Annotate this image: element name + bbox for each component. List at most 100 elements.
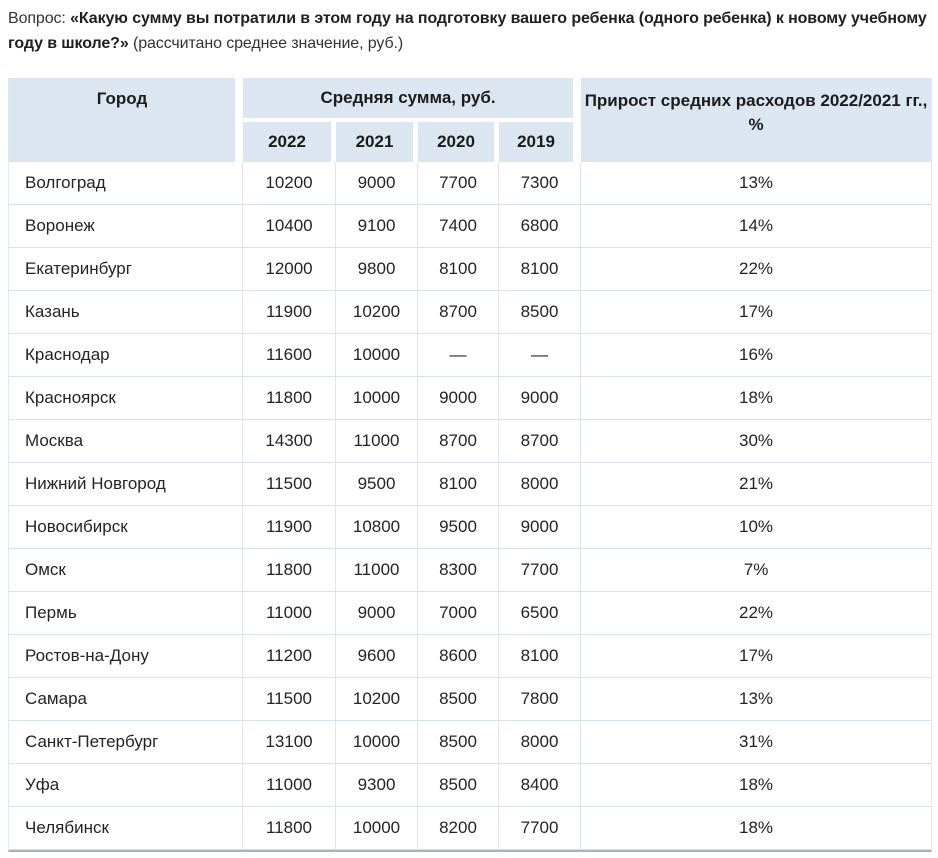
value-2020-cell: 8700 bbox=[418, 290, 499, 334]
question-title: Вопрос: «Какую сумму вы потратили в этом… bbox=[8, 7, 930, 57]
value-2019-cell: 8700 bbox=[499, 419, 582, 463]
header-row-groups: Город Средняя сумма, руб. Прирост средни… bbox=[9, 77, 932, 162]
city-cell: Пермь bbox=[9, 591, 243, 635]
city-cell: Санкт-Петербург bbox=[9, 720, 243, 764]
value-2019-cell: 8000 bbox=[499, 720, 582, 764]
value-2020-cell: 8100 bbox=[418, 462, 499, 506]
growth-cell: 13% bbox=[581, 677, 932, 721]
value-2022-cell: 10400 bbox=[243, 204, 336, 248]
question-title-prefix: Вопрос: bbox=[8, 10, 71, 27]
city-cell: Нижний Новгород bbox=[9, 462, 243, 506]
header-year-2021: 2021 bbox=[336, 121, 418, 162]
spending-table: Город Средняя сумма, руб. Прирост средни… bbox=[8, 77, 933, 852]
value-2021-cell: 10000 bbox=[336, 720, 418, 764]
table-row: Волгоград 10200 9000 7700 7300 13% bbox=[9, 161, 932, 205]
city-cell: Самара bbox=[9, 677, 243, 721]
growth-cell: 18% bbox=[581, 806, 932, 850]
table-header: Город Средняя сумма, руб. Прирост средни… bbox=[9, 77, 932, 162]
value-2022-cell: 10200 bbox=[243, 161, 336, 205]
value-2022-cell: 11000 bbox=[243, 763, 336, 807]
header-year-2022: 2022 bbox=[243, 121, 336, 162]
city-cell: Волгоград bbox=[9, 161, 243, 205]
value-2020-cell: 7400 bbox=[418, 204, 499, 248]
table-row: Казань 11900 10200 8700 8500 17% bbox=[9, 290, 932, 334]
growth-cell: 30% bbox=[581, 419, 932, 463]
value-2022-cell: 11000 bbox=[243, 591, 336, 635]
value-2020-cell: 8200 bbox=[418, 806, 499, 850]
value-2019-cell: 8100 bbox=[499, 634, 582, 678]
city-cell: Екатеринбург bbox=[9, 247, 243, 291]
value-2020-cell: 8700 bbox=[418, 419, 499, 463]
value-2022-cell: 11900 bbox=[243, 290, 336, 334]
value-2022-cell: 14300 bbox=[243, 419, 336, 463]
question-title-text: «Какую сумму вы потратили в этом году на… bbox=[8, 10, 927, 52]
header-growth: Прирост средних расходов 2022/2021 гг., … bbox=[581, 77, 932, 162]
value-2019-cell: 7300 bbox=[499, 161, 582, 205]
value-2020-cell: 8500 bbox=[418, 677, 499, 721]
table-row: Воронеж 10400 9100 7400 6800 14% bbox=[9, 204, 932, 248]
table-row: Екатеринбург 12000 9800 8100 8100 22% bbox=[9, 247, 932, 291]
value-2022-cell: 13100 bbox=[243, 720, 336, 764]
value-2022-cell: 11800 bbox=[243, 376, 336, 420]
value-2021-cell: 9600 bbox=[336, 634, 418, 678]
value-2022-cell: 12000 bbox=[243, 247, 336, 291]
value-2021-cell: 9300 bbox=[336, 763, 418, 807]
value-2021-cell: 9000 bbox=[336, 161, 418, 205]
value-2020-cell: 9500 bbox=[418, 505, 499, 549]
value-2020-cell: 8600 bbox=[418, 634, 499, 678]
value-2019-cell: 7700 bbox=[499, 548, 582, 592]
value-2022-cell: 11500 bbox=[243, 462, 336, 506]
table-row: Пермь 11000 9000 7000 6500 22% bbox=[9, 591, 932, 635]
value-2020-cell: 8100 bbox=[418, 247, 499, 291]
growth-cell: 14% bbox=[581, 204, 932, 248]
header-row-years: 2022 2021 2020 2019 bbox=[9, 121, 931, 162]
growth-cell: 31% bbox=[581, 720, 932, 764]
value-2022-cell: 11800 bbox=[243, 806, 336, 850]
table-body: Волгоград 10200 9000 7700 7300 13% Ворон… bbox=[9, 161, 932, 850]
city-cell: Челябинск bbox=[9, 806, 243, 850]
growth-cell: 18% bbox=[581, 376, 932, 420]
value-2020-cell: — bbox=[418, 333, 499, 377]
growth-cell: 13% bbox=[581, 161, 932, 205]
value-2022-cell: 11500 bbox=[243, 677, 336, 721]
city-cell: Омск bbox=[9, 548, 243, 592]
value-2020-cell: 8500 bbox=[418, 763, 499, 807]
city-cell: Воронеж bbox=[9, 204, 243, 248]
value-2019-cell: 7800 bbox=[499, 677, 582, 721]
table-row: Санкт-Петербург 13100 10000 8500 8000 31… bbox=[9, 720, 932, 764]
value-2021-cell: 10000 bbox=[336, 333, 418, 377]
growth-cell: 17% bbox=[581, 290, 932, 334]
question-title-suffix: (рассчитано среднее значение, руб.) bbox=[128, 34, 404, 52]
value-2021-cell: 9800 bbox=[336, 247, 418, 291]
table-row: Краснодар 11600 10000 — — 16% bbox=[9, 333, 932, 377]
value-2019-cell: 8000 bbox=[499, 462, 582, 506]
value-2021-cell: 10800 bbox=[336, 505, 418, 549]
value-2022-cell: 11200 bbox=[243, 634, 336, 678]
value-2019-cell: 7700 bbox=[499, 806, 582, 850]
growth-cell: 10% bbox=[581, 505, 932, 549]
value-2021-cell: 9000 bbox=[336, 591, 418, 635]
value-2022-cell: 11600 bbox=[243, 333, 336, 377]
table-row: Омск 11800 11000 8300 7700 7% bbox=[9, 548, 932, 592]
value-2022-cell: 11900 bbox=[243, 505, 336, 549]
value-2021-cell: 10000 bbox=[336, 376, 418, 420]
value-2019-cell: 6800 bbox=[499, 204, 582, 248]
growth-cell: 17% bbox=[581, 634, 932, 678]
value-2021-cell: 10000 bbox=[336, 806, 418, 850]
value-2021-cell: 10200 bbox=[336, 677, 418, 721]
table-row: Москва 14300 11000 8700 8700 30% bbox=[9, 419, 932, 463]
value-2020-cell: 8500 bbox=[418, 720, 499, 764]
table-row: Самара 11500 10200 8500 7800 13% bbox=[9, 677, 932, 721]
growth-cell: 22% bbox=[581, 247, 932, 291]
value-2019-cell: 6500 bbox=[499, 591, 582, 635]
city-cell: Новосибирск bbox=[9, 505, 243, 549]
growth-cell: 22% bbox=[581, 591, 932, 635]
table-row: Новосибирск 11900 10800 9500 9000 10% bbox=[9, 505, 932, 549]
growth-cell: 18% bbox=[581, 763, 932, 807]
value-2019-cell: — bbox=[499, 333, 582, 377]
header-avg-group: Средняя сумма, руб. bbox=[243, 77, 582, 122]
value-2020-cell: 8300 bbox=[418, 548, 499, 592]
header-year-2019: 2019 bbox=[499, 121, 582, 162]
value-2021-cell: 9100 bbox=[336, 204, 418, 248]
